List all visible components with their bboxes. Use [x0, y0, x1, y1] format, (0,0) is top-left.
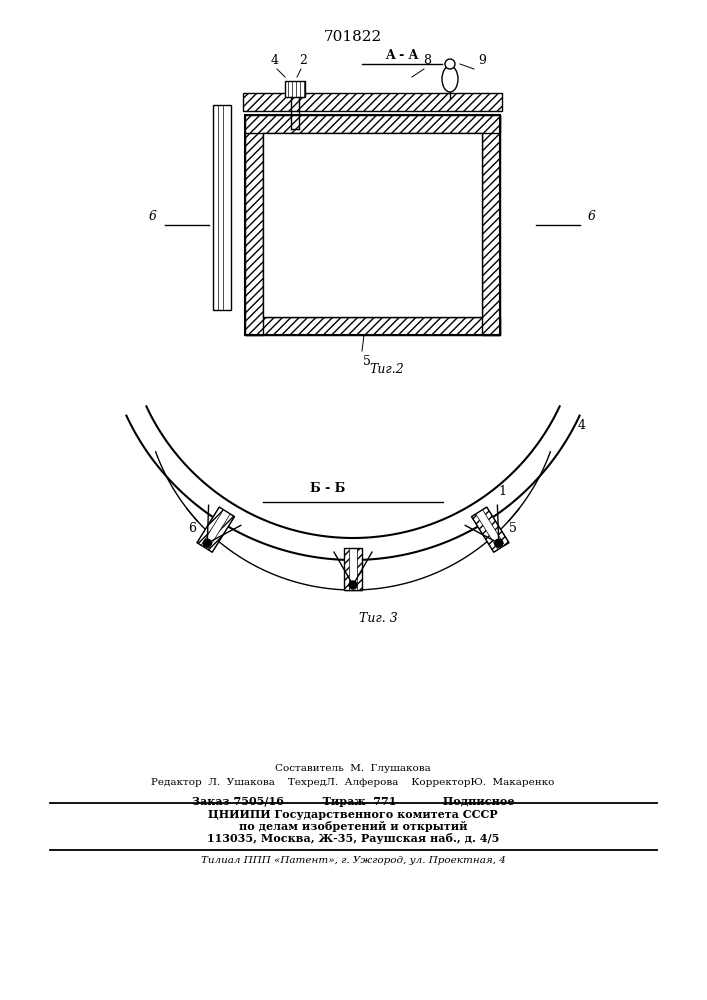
- Text: 4: 4: [578, 419, 585, 432]
- Polygon shape: [472, 507, 509, 552]
- Text: 6: 6: [588, 210, 596, 223]
- Bar: [213, 105, 231, 310]
- Bar: [263, 133, 482, 317]
- Text: 9: 9: [478, 54, 486, 67]
- Circle shape: [495, 539, 503, 547]
- Text: 4: 4: [271, 54, 279, 67]
- Text: Б - Б: Б - Б: [310, 482, 346, 495]
- Polygon shape: [208, 514, 235, 552]
- Polygon shape: [344, 548, 362, 590]
- Text: 1: 1: [498, 485, 507, 498]
- Text: Составитель  М.  Глушакова: Составитель М. Глушакова: [275, 764, 431, 773]
- Text: Τилиал ППП «Патент», г. Ужгород, ул. Проектная, 4: Τилиал ППП «Патент», г. Ужгород, ул. Про…: [201, 856, 506, 865]
- Circle shape: [445, 59, 455, 69]
- Bar: [245, 115, 263, 335]
- Text: 6: 6: [189, 522, 197, 535]
- Text: Τиг. 3: Τиг. 3: [358, 612, 397, 625]
- Text: 113035, Москва, Ж-35, Раушская наб., д. 4/5: 113035, Москва, Ж-35, Раушская наб., д. …: [207, 833, 499, 844]
- Polygon shape: [472, 514, 498, 552]
- Bar: [245, 115, 500, 133]
- Polygon shape: [357, 548, 362, 590]
- Text: 5: 5: [363, 355, 371, 368]
- Bar: [245, 317, 500, 335]
- Text: A - A: A - A: [385, 49, 419, 62]
- Bar: [245, 115, 500, 335]
- Bar: [213, 105, 231, 310]
- Text: 701822: 701822: [324, 30, 382, 44]
- Circle shape: [349, 581, 357, 589]
- Bar: [285, 81, 305, 97]
- Text: 6: 6: [149, 210, 157, 223]
- Text: Τиг.2: Τиг.2: [370, 363, 404, 376]
- Text: Заказ 7505/16          Тираж  771            Подписное: Заказ 7505/16 Тираж 771 Подписное: [192, 796, 514, 807]
- Bar: [245, 115, 500, 335]
- Bar: [243, 93, 502, 111]
- Polygon shape: [482, 507, 509, 545]
- Bar: [482, 115, 500, 335]
- Polygon shape: [344, 548, 349, 590]
- Ellipse shape: [442, 66, 458, 92]
- Text: ЦНИИПИ Государственного комитета СССР: ЦНИИПИ Государственного комитета СССР: [208, 809, 498, 820]
- Polygon shape: [197, 507, 223, 545]
- Text: 5: 5: [510, 522, 518, 535]
- Text: 8: 8: [423, 54, 431, 67]
- Text: по делам изобретений и открытий: по делам изобретений и открытий: [239, 821, 467, 832]
- Polygon shape: [197, 507, 235, 552]
- Text: Редактор  Л.  Ушакова    ТехредЛ.  Алферова    КорректорЮ.  Макаренко: Редактор Л. Ушакова ТехредЛ. Алферова Ко…: [151, 778, 555, 787]
- Text: 2: 2: [299, 54, 307, 67]
- Circle shape: [204, 539, 211, 547]
